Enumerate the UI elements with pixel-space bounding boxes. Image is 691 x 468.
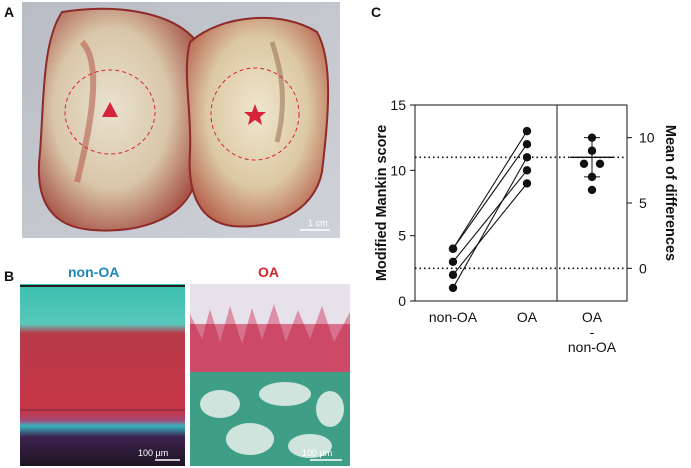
- right-region-circle: [210, 67, 300, 161]
- difference-point-2: [579, 159, 589, 168]
- oa-point-3: [522, 126, 532, 136]
- pair-line-4: [452, 143, 528, 250]
- right-y-axis-title: Mean of differences: [662, 125, 678, 261]
- right-condyle-tissue: [185, 16, 330, 228]
- pair-line-3: [452, 130, 528, 250]
- y-tick-label-15: 15: [390, 97, 406, 113]
- non-oa-histology-image: 100 µm: [20, 284, 185, 466]
- non-oa-point-4: [448, 244, 458, 253]
- left-region-circle: [64, 69, 156, 155]
- non-oa-scale-label: 100 µm: [138, 448, 168, 458]
- oa-point-4: [522, 140, 532, 149]
- oa-title: OA: [258, 264, 279, 280]
- non-oa-title: non-OA: [68, 264, 120, 280]
- panel-letter-c: C: [371, 4, 382, 20]
- oa-point-1: [522, 179, 532, 188]
- panel-letter-a: A: [4, 4, 15, 20]
- pair-line-0: [452, 156, 528, 289]
- oa-point-2: [522, 166, 532, 175]
- category-label-2-0: OA: [582, 309, 603, 325]
- y-axis-title: Modified Mankin score: [374, 125, 390, 281]
- photo-scale-label: 1 cm: [308, 218, 328, 228]
- plot-frame: [414, 104, 628, 302]
- category-label-0-0: non-OA: [429, 309, 478, 325]
- y-tick-label-0: 0: [398, 293, 406, 309]
- y-tick-label-5: 5: [398, 228, 406, 244]
- pair-line-2: [452, 169, 528, 263]
- right-tick-label-0: 0: [639, 260, 647, 276]
- y-tick-label-10: 10: [390, 162, 406, 178]
- star-marker: [244, 104, 266, 125]
- non-oa-point-2: [448, 257, 458, 266]
- right-tick-label-10: 10: [639, 130, 655, 146]
- panel-letter-b: B: [4, 268, 15, 284]
- pair-line-1: [452, 183, 528, 276]
- difference-point-5: [587, 185, 597, 195]
- category-label-2-2: non-OA: [568, 339, 617, 355]
- non-oa-point-1: [448, 270, 458, 280]
- difference-point-3: [595, 159, 605, 168]
- category-label-2-1: -: [590, 324, 595, 340]
- oa-histology-image: 100 µm: [190, 284, 350, 466]
- left-condyle-tissue: [37, 7, 202, 232]
- triangle-marker: [102, 102, 118, 117]
- non-oa-point-0: [448, 283, 458, 293]
- specimen-photo: 1 cm: [22, 2, 340, 238]
- category-label-1-0: OA: [517, 309, 538, 325]
- oa-scale-label: 100 µm: [302, 448, 332, 458]
- oa-point-0: [522, 153, 532, 162]
- right-tick-label-5: 5: [639, 195, 647, 211]
